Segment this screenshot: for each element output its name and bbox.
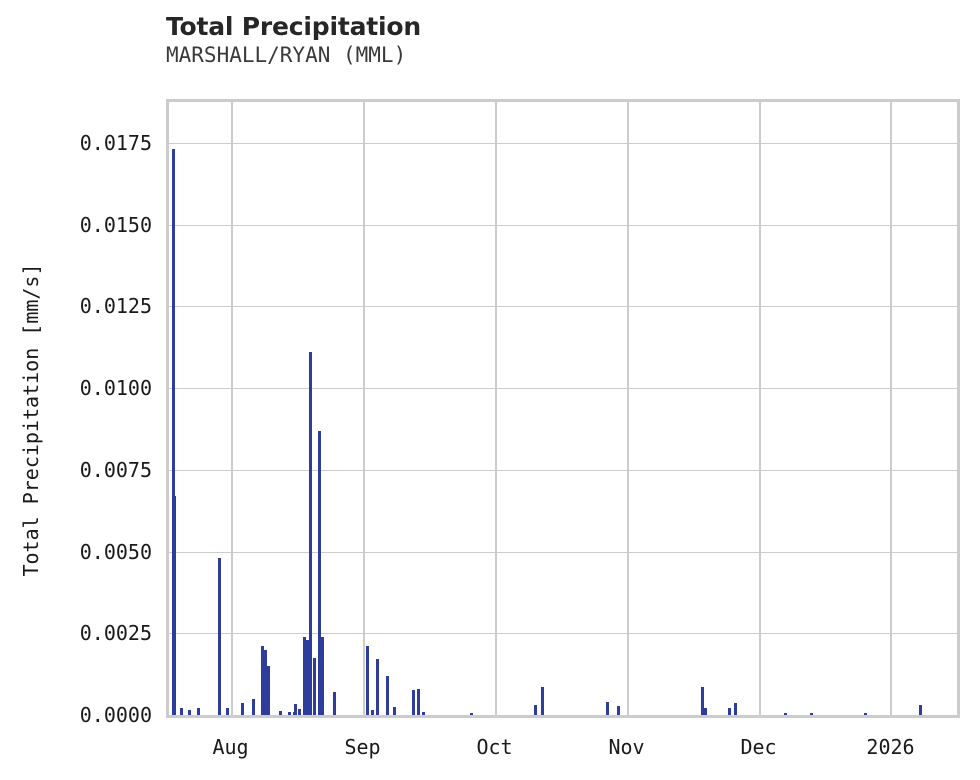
bar xyxy=(320,636,324,715)
bar xyxy=(225,708,229,715)
bar xyxy=(252,698,256,715)
bar xyxy=(196,707,200,715)
gridline-horizontal xyxy=(169,388,957,390)
bar xyxy=(294,703,298,715)
bar xyxy=(293,711,297,715)
bar xyxy=(317,430,321,715)
bar xyxy=(469,713,473,715)
y-tick-label: 0.0175 xyxy=(79,130,152,155)
gridline-vertical xyxy=(890,102,893,715)
gridline-horizontal xyxy=(169,633,957,635)
bar xyxy=(733,702,737,715)
bar xyxy=(179,707,183,715)
gridline-vertical xyxy=(626,102,629,715)
bar xyxy=(417,688,421,715)
x-tick-label: Aug xyxy=(212,735,249,759)
bar xyxy=(393,706,397,715)
bar xyxy=(241,703,245,715)
gridline-horizontal xyxy=(169,469,957,471)
x-tick-label: Oct xyxy=(476,735,513,759)
x-tick-label: 2026 xyxy=(866,735,915,759)
bar xyxy=(541,687,545,715)
bar xyxy=(288,712,292,715)
bar xyxy=(366,646,370,715)
bar xyxy=(700,687,704,715)
gridline-horizontal xyxy=(169,306,957,308)
title-block: Total Precipitation MARSHALL/RYAN (MML) xyxy=(166,12,866,69)
gridline-horizontal xyxy=(169,224,957,226)
bar xyxy=(332,692,336,715)
x-tick-label: Nov xyxy=(608,735,645,759)
gridline-horizontal xyxy=(169,551,957,553)
bar xyxy=(727,707,731,715)
bar xyxy=(305,639,309,715)
bar xyxy=(267,665,271,715)
y-tick-label: 0.0050 xyxy=(79,539,152,564)
y-tick-label: 0.0000 xyxy=(79,703,152,727)
chart-subtitle: MARSHALL/RYAN (MML) xyxy=(166,43,407,67)
bar xyxy=(784,713,788,715)
bar xyxy=(264,649,268,715)
gridline-vertical xyxy=(494,102,497,715)
bar xyxy=(261,646,265,715)
y-tick-label: 0.0125 xyxy=(79,294,152,319)
x-tick-label: Sep xyxy=(344,735,381,759)
bar xyxy=(919,705,923,715)
bar xyxy=(217,558,221,715)
bar xyxy=(173,495,177,715)
plot-area xyxy=(166,99,960,718)
bar xyxy=(810,713,814,715)
bar xyxy=(297,709,301,715)
bar xyxy=(422,711,426,715)
x-tick-label: Dec xyxy=(740,735,777,759)
bar xyxy=(605,701,609,715)
y-tick-label: 0.0100 xyxy=(79,376,152,401)
gridline-vertical xyxy=(758,102,761,715)
bar xyxy=(171,149,175,715)
bar xyxy=(863,713,867,715)
bar xyxy=(371,710,375,715)
gridline-horizontal xyxy=(169,142,957,144)
bar xyxy=(616,705,620,715)
bar xyxy=(302,636,306,715)
page-title: Total Precipitation xyxy=(166,12,421,41)
y-axis: Total Precipitation [mm/s] 0.0000 0.0025 0… xyxy=(0,0,152,780)
bar xyxy=(376,659,380,715)
bar xyxy=(386,675,390,715)
bar xyxy=(703,708,707,715)
y-tick-label: 0.0150 xyxy=(79,212,152,237)
bar xyxy=(187,709,191,715)
bar xyxy=(412,690,416,715)
bar xyxy=(308,352,312,715)
y-axis-title: Total Precipitation [mm/s] xyxy=(19,263,43,577)
y-tick-label: 0.0075 xyxy=(79,457,152,482)
gridline-vertical xyxy=(230,102,233,715)
y-tick-label: 0.0025 xyxy=(79,621,152,646)
bar xyxy=(279,711,283,715)
bar xyxy=(534,705,538,715)
gridline-vertical xyxy=(362,102,365,715)
bar xyxy=(312,657,316,715)
plot-inner xyxy=(169,102,957,715)
